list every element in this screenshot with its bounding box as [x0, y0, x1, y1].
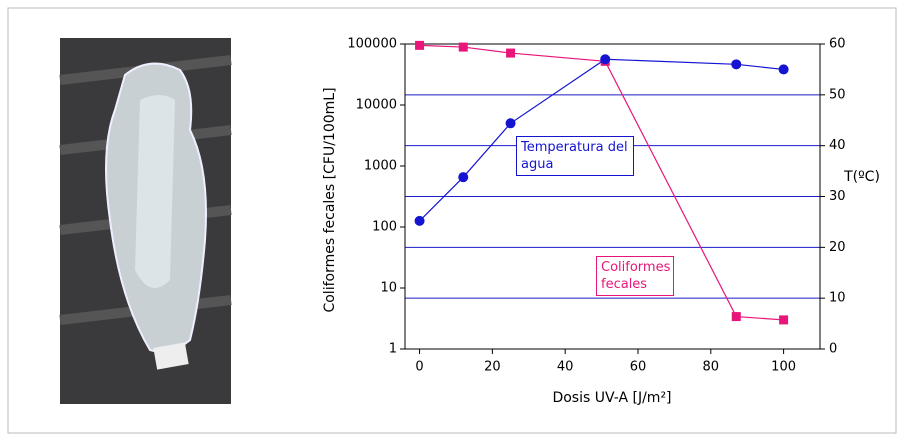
y-tick-label: 10000 — [356, 98, 397, 113]
x-axis-label: Dosis UV-A [J/m²] — [552, 390, 671, 406]
y2-axis-label: T(ºC) — [843, 169, 880, 185]
x-tick-label: 80 — [703, 360, 720, 375]
y-tick-label: 100 — [372, 220, 397, 235]
annotation: Temperatura del agua — [516, 136, 634, 176]
y-tick-label: 1 — [389, 342, 397, 357]
marker — [458, 172, 469, 183]
y2-tick-label: 40 — [829, 138, 846, 153]
y2-tick-label: 50 — [829, 87, 846, 102]
y-axis-label: Coliformes fecales [CFU/100mL] — [322, 87, 338, 312]
y-tick-label: 10 — [380, 281, 397, 296]
photo — [59, 38, 232, 404]
y2-tick-label: 10 — [829, 291, 846, 306]
marker — [505, 118, 516, 129]
marker — [600, 54, 611, 65]
x-tick-label: 20 — [484, 360, 501, 375]
marker — [506, 48, 516, 58]
marker — [731, 59, 742, 70]
y2-tick-label: 60 — [829, 37, 846, 52]
series-line — [419, 58, 784, 222]
series-line — [419, 44, 784, 321]
x-tick-label: 0 — [415, 360, 423, 375]
marker — [458, 42, 468, 52]
marker — [778, 64, 789, 75]
annotation: Coliformes fecales — [596, 256, 674, 296]
y2-tick-label: 20 — [829, 240, 846, 255]
x-tick-label: 40 — [557, 360, 574, 375]
marker — [779, 315, 789, 325]
marker — [414, 215, 425, 226]
y-tick-label: 1000 — [364, 159, 397, 174]
x-tick-label: 100 — [771, 360, 796, 375]
x-tick-label: 60 — [630, 360, 647, 375]
marker — [731, 312, 741, 322]
y-tick-label: 100000 — [347, 37, 397, 52]
y2-tick-label: 30 — [829, 189, 846, 204]
marker — [415, 40, 425, 50]
y2-tick-label: 0 — [829, 342, 837, 357]
frame — [7, 7, 897, 434]
